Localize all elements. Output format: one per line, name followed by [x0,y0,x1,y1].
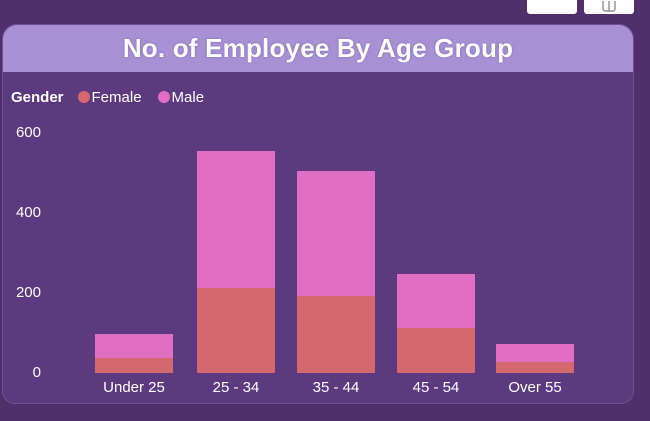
bar-female-35---44[interactable] [297,295,375,373]
chart-card: No. of Employee By Age Group Gender Fema… [3,25,633,403]
chart-title-band: No. of Employee By Age Group [3,25,633,72]
x-axis-label-35---44: 35 - 44 [312,379,360,396]
y-axis-tick-0: 0 [32,364,41,381]
bar-female-over-55[interactable] [496,362,574,373]
plot-area: 0 200 400 600 Under 25 25 - 34 35 - 44 45 - 54 O… [3,25,633,403]
bar-male-25---34[interactable] [197,151,275,288]
x-axis-label-45---54: 45 - 54 [412,379,460,396]
x-axis-label-over-55: Over 55 [508,379,562,396]
chart-title: No. of Employee By Age Group [122,33,514,63]
legend-item-female[interactable]: Female [77,88,142,106]
legend-item-male-label: Male [171,88,205,106]
pop-out-button[interactable] [584,0,634,14]
y-axis-tick-400: 400 [15,204,41,221]
chart-legend: Gender Female Male [11,86,214,108]
bar-male-over-55[interactable] [496,344,574,363]
y-axis-tick-200: 200 [15,284,41,301]
y-axis-tick-600: 600 [15,124,41,141]
header-action-button[interactable] [527,0,577,14]
bar-male-35---44[interactable] [297,171,375,296]
bar-male-45---54[interactable] [397,273,475,328]
bar-male-under-25[interactable] [95,333,173,358]
legend-item-female-label: Female [91,88,142,106]
legend-title: Gender [11,88,64,106]
bar-female-25---34[interactable] [197,287,275,373]
legend-item-male[interactable]: Male [157,88,205,106]
pop-out-icon [601,1,617,13]
bar-female-45---54[interactable] [397,327,475,373]
x-axis-label-under-25: Under 25 [103,379,165,396]
female-swatch-icon [77,91,90,103]
male-swatch-icon [157,91,170,103]
x-axis-label-25---34: 25 - 34 [212,379,260,396]
bar-female-under-25[interactable] [95,357,173,373]
